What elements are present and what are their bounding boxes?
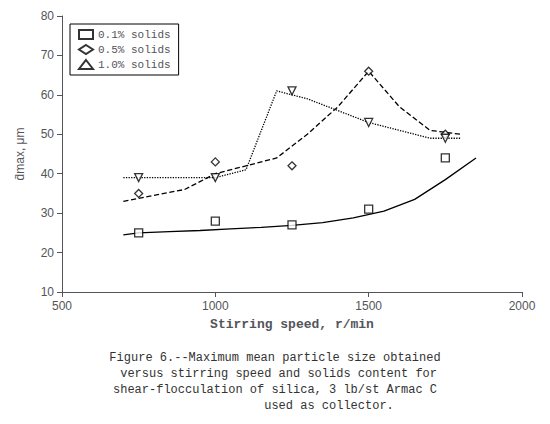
svg-text:40: 40 <box>41 167 55 181</box>
svg-text:60: 60 <box>41 88 55 102</box>
svg-text:70: 70 <box>41 48 55 62</box>
svg-text:80: 80 <box>41 9 55 23</box>
svg-text:10: 10 <box>41 285 55 299</box>
svg-text:Figure 6.--Maximum mean partic: Figure 6.--Maximum mean particle size ob… <box>109 351 440 365</box>
svg-text:30: 30 <box>41 206 55 220</box>
svg-text:Stirring speed, r/min: Stirring speed, r/min <box>210 317 374 332</box>
svg-text:used as collector.: used as collector. <box>156 399 394 413</box>
svg-text:shear-flocculation of silica,: shear-flocculation of silica, 3 lb/st Ar… <box>113 383 437 397</box>
svg-text:0.5% solids: 0.5% solids <box>98 44 171 56</box>
svg-text:2000: 2000 <box>509 299 536 313</box>
svg-text:versus stirring speed and soli: versus stirring speed and solids content… <box>113 367 437 381</box>
svg-text:0.1% solids: 0.1% solids <box>98 29 171 41</box>
svg-text:1000: 1000 <box>202 299 229 313</box>
svg-text:500: 500 <box>52 299 72 313</box>
svg-text:1500: 1500 <box>355 299 382 313</box>
svg-text:50: 50 <box>41 127 55 141</box>
svg-text:d̄max, μm: d̄max, μm <box>13 128 27 181</box>
svg-text:20: 20 <box>41 246 55 260</box>
svg-text:1.0% solids: 1.0% solids <box>98 59 171 71</box>
